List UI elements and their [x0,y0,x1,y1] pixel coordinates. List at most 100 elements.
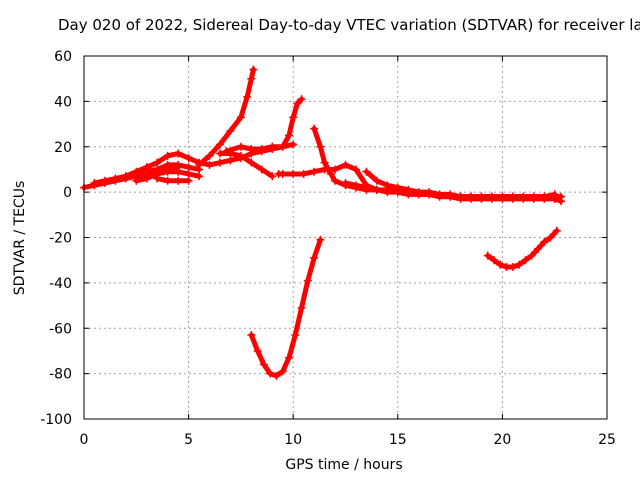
data-point [268,142,277,151]
series-line [154,176,192,184]
data-point [257,145,266,154]
data-point [550,190,559,199]
data-point [285,353,294,362]
data-point [351,165,360,174]
data-point [372,176,381,185]
y-tick-label: 40 [54,94,72,110]
data-point [195,172,204,181]
data-point [226,149,235,158]
data-point [205,160,214,169]
data-point [174,160,183,169]
data-point [351,181,360,190]
data-point [153,174,162,183]
data-point [278,142,287,151]
data-point [372,185,381,194]
data-point [272,371,281,380]
data-point [236,151,245,160]
y-tick-label: -100 [40,412,72,428]
data-point [278,169,287,178]
grid [84,56,607,419]
x-tick-label: 5 [184,432,193,448]
data-point [132,176,141,185]
data-point [163,160,172,169]
data-point [266,369,275,378]
data-point [243,92,252,101]
data-point [215,158,224,167]
data-point [215,140,224,149]
data-point [362,183,371,192]
data-point [289,169,298,178]
series-arc-5 [142,160,204,176]
data-point [546,233,555,242]
x-tick-label: 10 [284,432,302,448]
data-point [508,192,517,201]
data-point [393,183,402,192]
series-arc-14 [362,167,559,201]
y-tick-label: 0 [63,185,72,201]
data-point [142,174,151,183]
data-point [404,185,413,194]
data-point [184,154,193,163]
data-point [299,169,308,178]
series-arc-4 [132,167,204,185]
data-point [247,74,256,83]
data-point [556,197,565,206]
series-arc-8 [222,95,306,156]
data-point [268,172,277,181]
data-point [184,176,193,185]
data-point [552,226,561,235]
data-point [446,190,455,199]
data-point [247,145,256,154]
data-point [487,192,496,201]
data-point [236,142,245,151]
data-point [498,192,507,201]
data-point [490,256,499,265]
data-point [341,160,350,169]
data-point [278,367,287,376]
data-point [249,65,258,74]
data-point [184,169,193,178]
y-tick-label: -80 [49,367,72,383]
data-point [226,156,235,165]
series-line [485,228,560,270]
data-point [540,192,549,201]
data-point [247,331,256,340]
series-arc-7 [195,65,258,169]
data-point [205,151,214,160]
series-line [217,151,275,179]
data-point [521,256,530,265]
data-point [285,131,294,140]
data-point [236,113,245,122]
data-point [515,260,524,269]
y-tick-label: -40 [49,276,72,292]
data-point [508,262,517,271]
data-point [174,176,183,185]
data-point [310,167,319,176]
data-point [540,238,549,247]
data-point [483,251,492,260]
data-point [310,253,319,262]
plot-area [80,65,565,380]
series-line [248,237,323,379]
data-point [341,179,350,188]
data-point [293,99,302,108]
data-point [153,165,162,174]
data-point [289,140,298,149]
y-tick-label: 20 [54,140,72,156]
data-point [435,190,444,199]
data-point [90,179,99,188]
data-point [247,158,256,167]
x-axis-label: GPS time / hours [285,457,403,473]
series-arc-9 [215,149,277,181]
data-point [257,165,266,174]
y-axis-label: SDTVAR / TECUs [12,180,28,296]
data-point [297,303,306,312]
data-point [362,167,371,176]
data-point [174,167,183,176]
data-point [297,95,306,104]
x-tick-label: 0 [80,432,89,448]
series-arc-16 [483,226,561,271]
data-point [331,176,340,185]
data-point [467,192,476,201]
data-point [215,149,224,158]
